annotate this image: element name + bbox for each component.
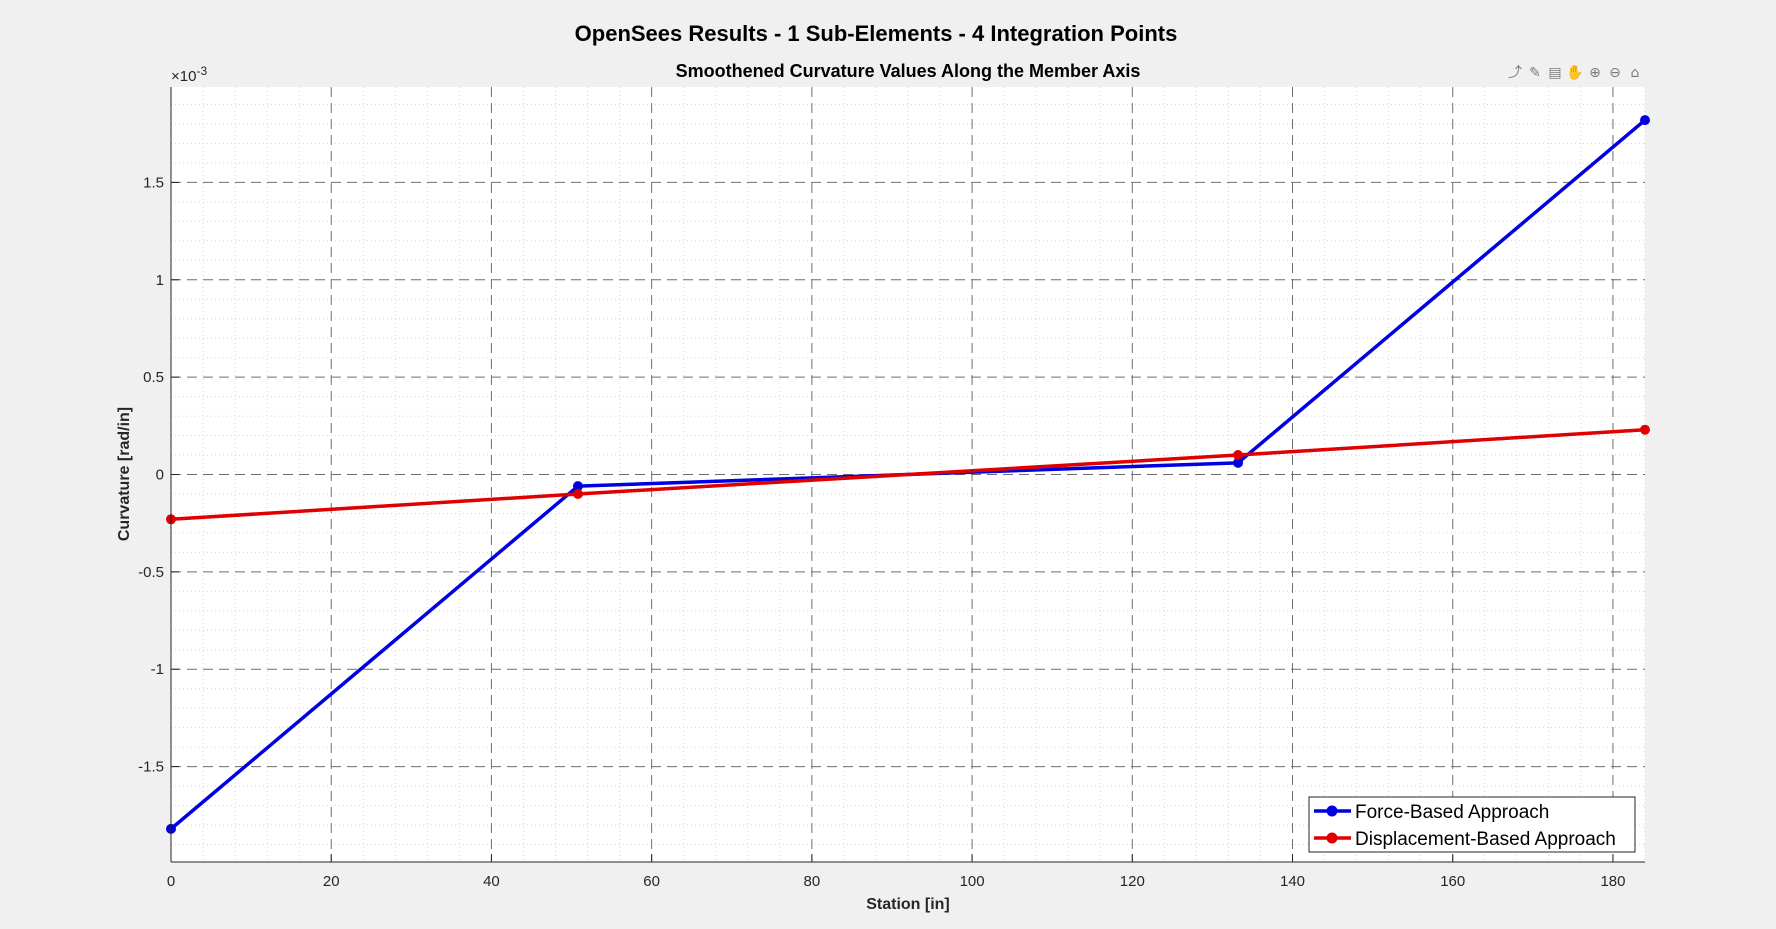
x-tick-label: 140 [1280, 873, 1305, 890]
data-point-displacement [1233, 450, 1244, 461]
y-exponent-base: ×10 [171, 68, 196, 85]
y-tick-label: 0 [156, 467, 164, 484]
x-tick-label: 20 [323, 873, 340, 890]
chart-title: Smoothened Curvature Values Along the Me… [676, 61, 1141, 81]
y-exponent-label: ×10-3 [171, 64, 207, 85]
legend[interactable]: Force-Based Approach Displacement-Based … [1308, 796, 1636, 853]
legend-label-force: Force-Based Approach [1355, 802, 1549, 823]
legend-box [1308, 796, 1636, 853]
data-point-displacement [1640, 424, 1650, 435]
axis-lines [170, 87, 1645, 863]
y-tick-label: 1.5 [143, 174, 164, 191]
x-tick-label: 60 [643, 873, 660, 890]
legend-item-displacement[interactable]: Displacement-Based Approach [1314, 829, 1616, 850]
major-grid [171, 87, 1645, 862]
x-axis-label: Station [in] [866, 896, 950, 913]
y-tick-label: -1 [151, 661, 164, 678]
x-tick-label: 120 [1120, 873, 1145, 890]
minor-grid [171, 87, 1646, 862]
data-point-force [572, 481, 583, 492]
x-tick-label: 40 [483, 873, 500, 890]
data-point-displacement [572, 488, 583, 499]
zoom-in-icon[interactable]: ⊕ [1589, 65, 1601, 81]
brush-icon[interactable]: ✎ [1529, 65, 1541, 81]
x-tick-label: 100 [960, 873, 985, 890]
legend-item-force[interactable]: Force-Based Approach [1314, 802, 1549, 823]
axes-toolbar: ⤴ ✎ ▤ ✋ ⊕ ⊖ ⌂ [1506, 64, 1644, 82]
zoom-out-icon[interactable]: ⊖ [1609, 65, 1621, 81]
y-axis-label: Curvature [rad/in] [116, 407, 133, 541]
legend-marker-force [1326, 805, 1338, 817]
x-tick-label: 80 [804, 873, 821, 890]
legend-label-displacement: Displacement-Based Approach [1355, 829, 1616, 850]
home-icon[interactable]: ⌂ [1630, 65, 1640, 81]
y-tick-labels: -1.5 -1 -0.5 0 0.5 1 1.5 [138, 174, 164, 775]
x-tick-label: 0 [167, 873, 175, 890]
x-tick-label: 160 [1440, 873, 1465, 890]
y-tick-label: -0.5 [138, 564, 164, 581]
y-tick-label: -1.5 [138, 759, 164, 776]
y-tick-label: 0.5 [143, 369, 164, 386]
y-exponent-power: -3 [196, 64, 207, 78]
plot-axes[interactable]: 0 20 40 60 80 100 120 140 160 180 -1.5 -1 -0.5 0 0.5 1… [138, 87, 1650, 890]
x-tick-labels: 0 20 40 60 80 100 120 140 160 180 [167, 873, 1626, 890]
data-point-force [1233, 457, 1244, 468]
series-line-displacement [170, 427, 1646, 522]
export-icon[interactable]: ⤴ [1508, 65, 1522, 81]
figure-suptitle: OpenSees Results - 1 Sub-Elements - 4 In… [575, 21, 1178, 46]
datatip-icon[interactable]: ▤ [1548, 65, 1562, 81]
pan-icon[interactable]: ✋ [1566, 65, 1584, 81]
data-point-force [1640, 115, 1650, 126]
y-tick-label: 1 [156, 272, 164, 289]
x-tick-label: 180 [1600, 873, 1625, 890]
legend-marker-displacement [1326, 832, 1338, 844]
